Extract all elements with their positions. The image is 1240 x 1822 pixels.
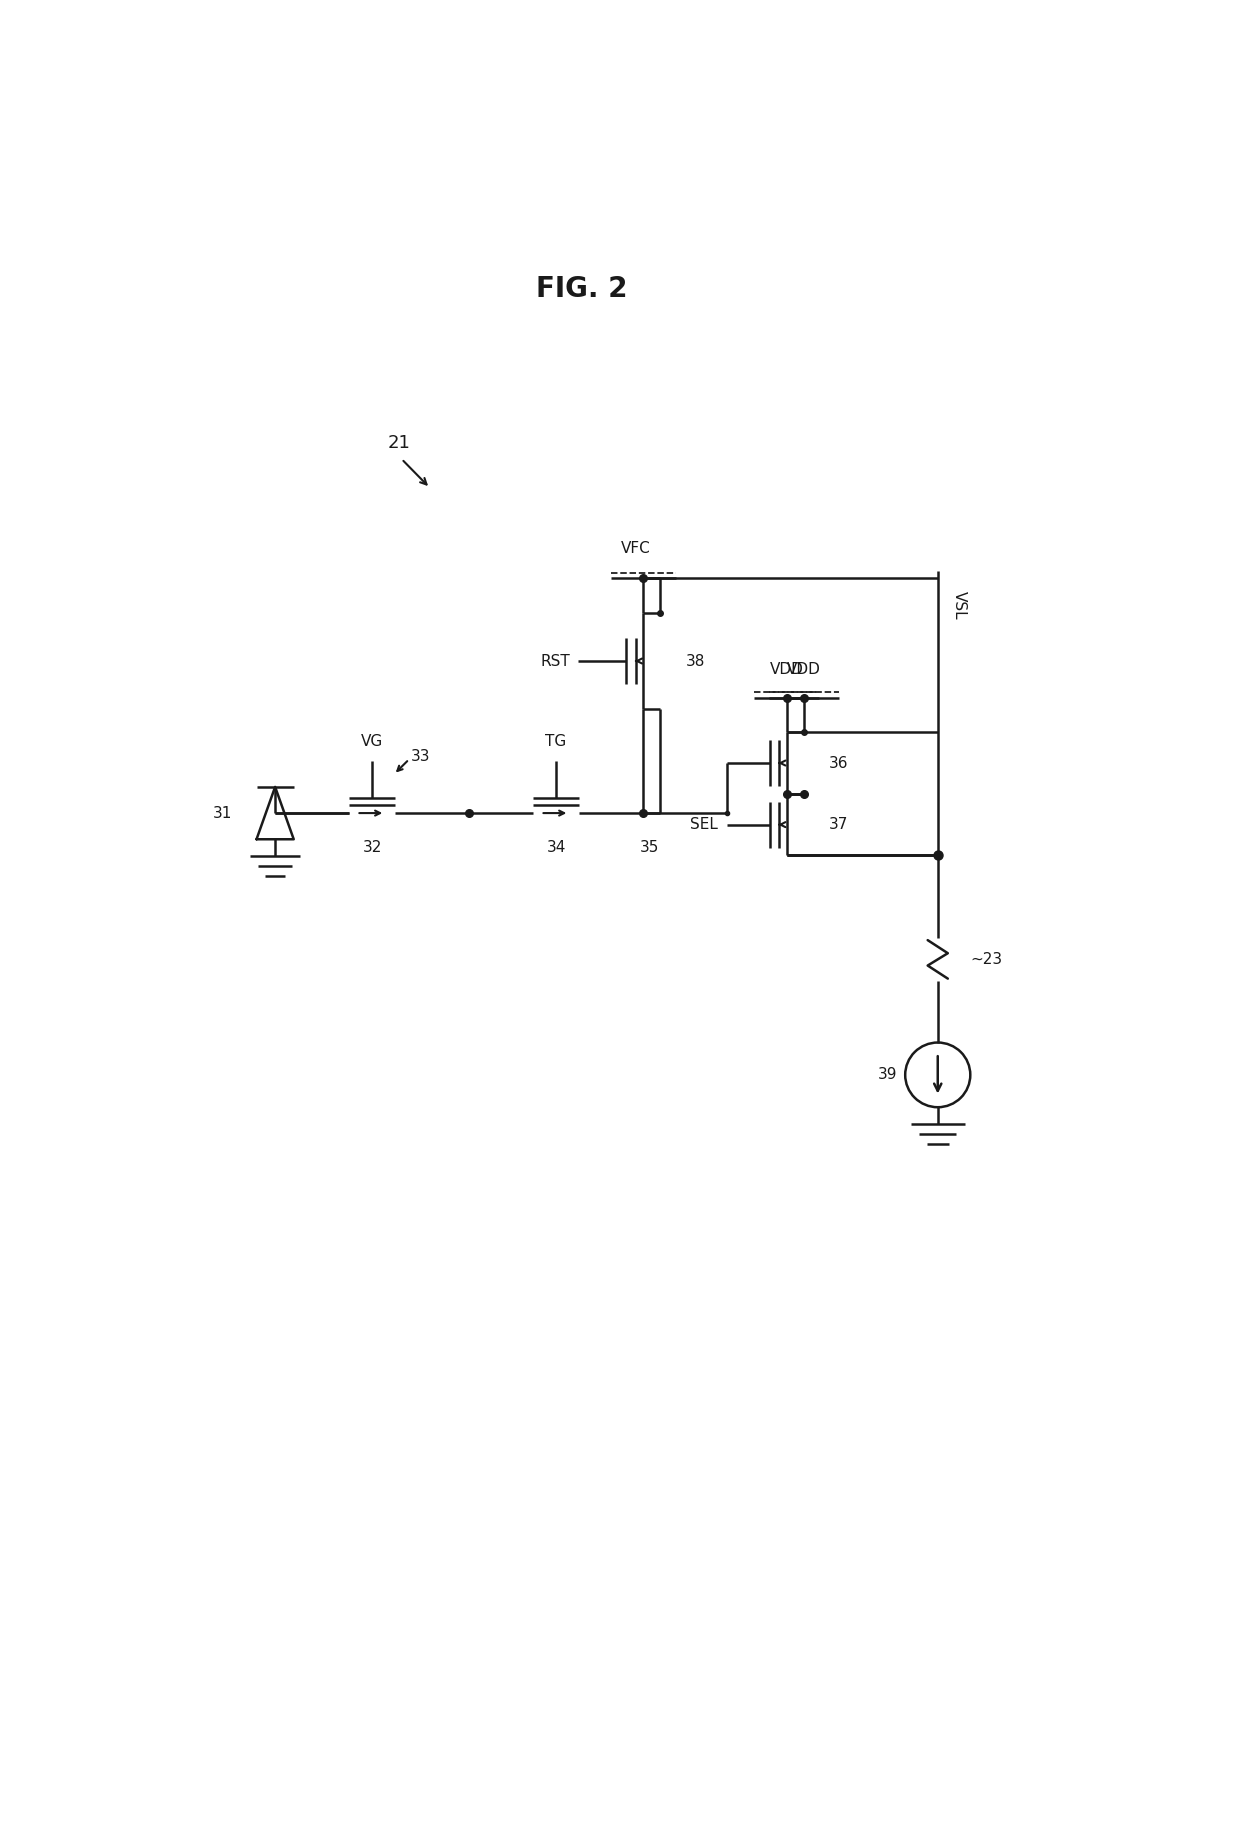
Text: VDD: VDD — [786, 661, 821, 676]
Text: VG: VG — [361, 734, 383, 749]
Text: TG: TG — [546, 734, 567, 749]
Text: VFC: VFC — [621, 541, 650, 556]
Text: 32: 32 — [362, 840, 382, 855]
Text: 38: 38 — [686, 654, 706, 669]
Text: 35: 35 — [640, 840, 658, 855]
Text: 36: 36 — [830, 756, 848, 771]
Text: SEL: SEL — [689, 816, 718, 833]
Text: VDD: VDD — [770, 663, 804, 678]
Text: 37: 37 — [830, 816, 848, 833]
Text: FIG. 2: FIG. 2 — [536, 275, 627, 304]
Text: 34: 34 — [547, 840, 565, 855]
Text: ~23: ~23 — [970, 951, 1002, 967]
Text: RST: RST — [541, 654, 570, 669]
Text: 33: 33 — [410, 749, 430, 765]
Text: 31: 31 — [213, 805, 233, 820]
Text: VSL: VSL — [952, 590, 967, 619]
Text: 21: 21 — [387, 434, 410, 452]
Text: 39: 39 — [878, 1068, 898, 1082]
